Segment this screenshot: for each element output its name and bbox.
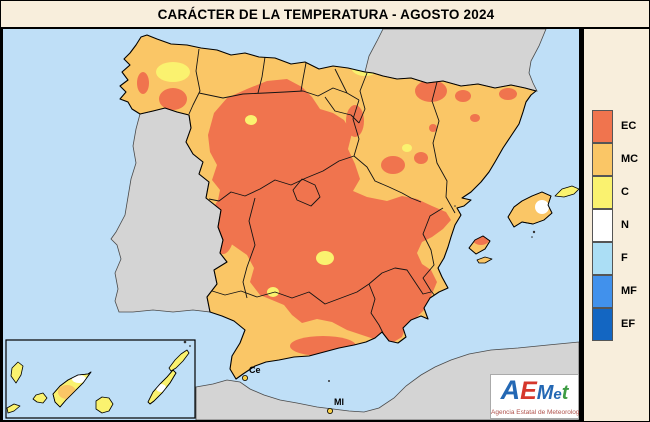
- africa-land: [195, 341, 579, 420]
- legend-label-c: C: [621, 186, 629, 198]
- aemet-tagline: Agencia Estatal de Meteorología: [491, 409, 585, 416]
- legend-label-mf: MF: [621, 285, 637, 297]
- logo-letter-e: E: [520, 377, 537, 405]
- logo-letter-a: A: [500, 375, 521, 405]
- legend-label-ef: EF: [621, 318, 636, 330]
- legend-panel: EC MC C N F MF EF: [579, 29, 649, 421]
- temperature-anomaly-fields: [137, 48, 517, 356]
- map-area: Ce Ml: [1, 29, 579, 421]
- logo-letter-t: t: [561, 382, 569, 404]
- alboran-islet: [328, 380, 330, 382]
- canary-islands-inset: [5, 339, 196, 419]
- legend-swatch-mf: [592, 275, 613, 308]
- ceuta-label: Ce: [249, 365, 261, 375]
- legend-label-mc: MC: [621, 153, 639, 165]
- legend-swatch-mc: [592, 143, 613, 176]
- legend-swatch-ef: [592, 308, 613, 341]
- region-borders: [188, 48, 456, 334]
- logo-letter-e2: e: [553, 386, 562, 403]
- aemet-logo-letters: A E M e t: [491, 375, 578, 407]
- legend-swatch-f: [592, 242, 613, 275]
- legend-label-n: N: [621, 219, 629, 231]
- title-bar: CARÁCTER DE LA TEMPERATURA - AGOSTO 2024: [1, 1, 649, 29]
- legend-label-ec: EC: [621, 120, 637, 132]
- legend-label-f: F: [621, 252, 628, 264]
- legend-swatch-c: [592, 176, 613, 209]
- spain-map: Ce Ml: [3, 29, 579, 420]
- ceuta-dot: [241, 374, 248, 381]
- melilla-dot: [326, 407, 333, 414]
- legend-swatch-n: [592, 209, 613, 242]
- legend-swatch-ec: [592, 110, 613, 143]
- aemet-logo: A E M e t Agencia Estatal de Meteorologí…: [490, 374, 585, 419]
- logo-letter-m: M: [536, 382, 554, 404]
- melilla-label: Ml: [334, 397, 344, 407]
- page-title: CARÁCTER DE LA TEMPERATURA - AGOSTO 2024: [157, 6, 495, 22]
